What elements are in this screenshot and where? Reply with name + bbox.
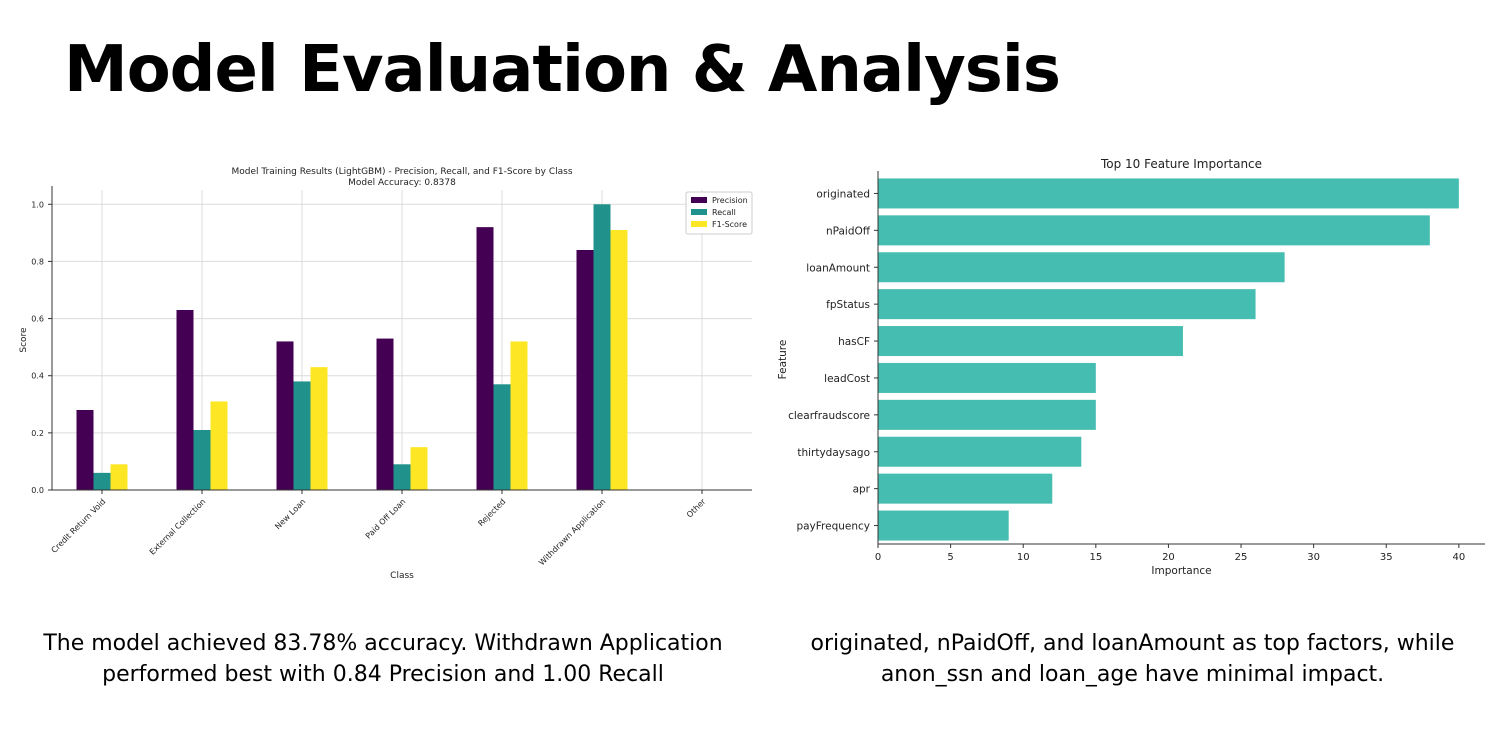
bar-recall-new-loan: [293, 381, 311, 490]
page-title: Model Evaluation & Analysis: [64, 33, 1061, 107]
x-tick-label: 10: [1017, 552, 1030, 563]
accuracy-caption-line-2: performed best with 0.84 Precision and 1…: [102, 662, 664, 687]
y-tick-label: 0.2: [31, 429, 44, 438]
feature-importance-bar-chart: Top 10 Feature Importance originated nPaid…: [777, 157, 1485, 577]
x-tick-label: New Loan: [273, 497, 307, 531]
y-tick-label: fpStatus: [826, 299, 870, 311]
y-tick-label: leadCost: [824, 373, 870, 385]
x-tick-label: 0: [875, 552, 881, 563]
bar-recall-rejected: [493, 384, 511, 490]
bar-f1-score-withdrawn-application: [610, 230, 628, 490]
x-tick-label: 40: [1452, 552, 1465, 563]
accuracy-caption: The model achieved 83.78% accuracy. With…: [18, 628, 748, 690]
bar-f1-score-paid-off-loan: [410, 447, 428, 490]
y-tick-label: 0.6: [31, 315, 44, 324]
legend-label-f1-score: F1-Score: [712, 220, 747, 229]
feature-caption-line-1: originated, nPaidOff, and loanAmount as …: [810, 631, 1455, 656]
y-tick-label: payFrequency: [796, 521, 870, 533]
legend-label-precision: Precision: [712, 196, 748, 205]
bar-recall-credit-return-void: [93, 472, 111, 490]
bar-apr: [878, 473, 1053, 504]
x-tick-label: 15: [1089, 552, 1102, 563]
y-tick-label: nPaidOff: [826, 225, 871, 237]
y-tick-label: 0.4: [31, 372, 44, 381]
bar-precision-new-loan: [276, 341, 294, 490]
x-axis-label: Importance: [1151, 565, 1211, 577]
bar-fpstatus: [878, 289, 1256, 320]
y-tick-label: hasCF: [838, 336, 870, 348]
y-tick-label: loanAmount: [806, 262, 870, 274]
x-tick-label: Other: [685, 497, 708, 520]
chart-title: Top 10 Feature Importance: [1100, 157, 1262, 171]
bar-precision-paid-off-loan: [376, 338, 394, 490]
bar-clearfraudscore: [878, 399, 1096, 430]
bar-loanamount: [878, 252, 1285, 283]
bar-f1-score-credit-return-void: [110, 464, 128, 490]
bar-originated: [878, 178, 1459, 209]
y-tick-label: 0.0: [31, 486, 44, 495]
y-tick-label: 1.0: [31, 200, 44, 209]
chart-legend: Precision Recall F1-Score: [685, 191, 753, 235]
y-axis-label: Score: [19, 327, 29, 353]
bar-precision-credit-return-void: [76, 410, 94, 490]
y-tick-label: thirtydaysago: [797, 447, 870, 459]
y-tick-label: 0.8: [31, 257, 44, 266]
legend-swatch-f1-score: [691, 221, 707, 227]
x-tick-label: Paid Off Loan: [364, 497, 408, 541]
bar-precision-rejected: [476, 227, 494, 490]
bar-f1-score-external-collection: [210, 401, 228, 490]
accuracy-caption-line-1: The model achieved 83.78% accuracy. With…: [43, 631, 723, 656]
bar-hascf: [878, 326, 1183, 357]
legend-label-recall: Recall: [712, 208, 736, 217]
legend-swatch-precision: [691, 197, 707, 203]
y-tick-label: clearfraudscore: [788, 410, 870, 422]
x-tick-label: Credit Return Void: [50, 497, 108, 555]
x-tick-label: 25: [1235, 552, 1248, 563]
y-tick-label: apr: [853, 484, 871, 496]
bar-recall-withdrawn-application: [593, 204, 611, 490]
bar-leadcost: [878, 362, 1096, 393]
legend-swatch-recall: [691, 209, 707, 215]
x-tick-label: 30: [1307, 552, 1320, 563]
x-tick-label: 5: [947, 552, 953, 563]
bar-f1-score-rejected: [510, 341, 528, 490]
class-metrics-bar-chart: Model Training Results (LightGBM) - Prec…: [19, 167, 753, 581]
chart-subtitle: Model Accuracy: 0.8378: [348, 178, 456, 188]
bar-f1-score-new-loan: [310, 367, 328, 490]
feature-caption: originated, nPaidOff, and loanAmount as …: [770, 628, 1495, 690]
bar-precision-external-collection: [176, 310, 194, 490]
y-axis-label: Feature: [777, 340, 789, 380]
bar-precision-withdrawn-application: [576, 250, 594, 490]
bar-npaidoff: [878, 215, 1430, 246]
bar-thirtydaysago: [878, 436, 1082, 467]
bar-recall-paid-off-loan: [393, 464, 411, 490]
chart-title: Model Training Results (LightGBM) - Prec…: [231, 167, 572, 177]
x-tick-label: 20: [1162, 552, 1175, 563]
x-tick-label: External Collection: [148, 497, 208, 557]
x-tick-label: Rejected: [476, 497, 507, 528]
bar-recall-external-collection: [193, 430, 211, 490]
y-tick-label: originated: [816, 188, 870, 200]
bar-payfrequency: [878, 510, 1009, 541]
feature-caption-line-2: anon_ssn and loan_age have minimal impac…: [880, 662, 1385, 687]
x-tick-label: 35: [1380, 552, 1393, 563]
x-tick-label: Withdrawn Application: [537, 497, 607, 567]
x-axis-label: Class: [390, 571, 414, 581]
